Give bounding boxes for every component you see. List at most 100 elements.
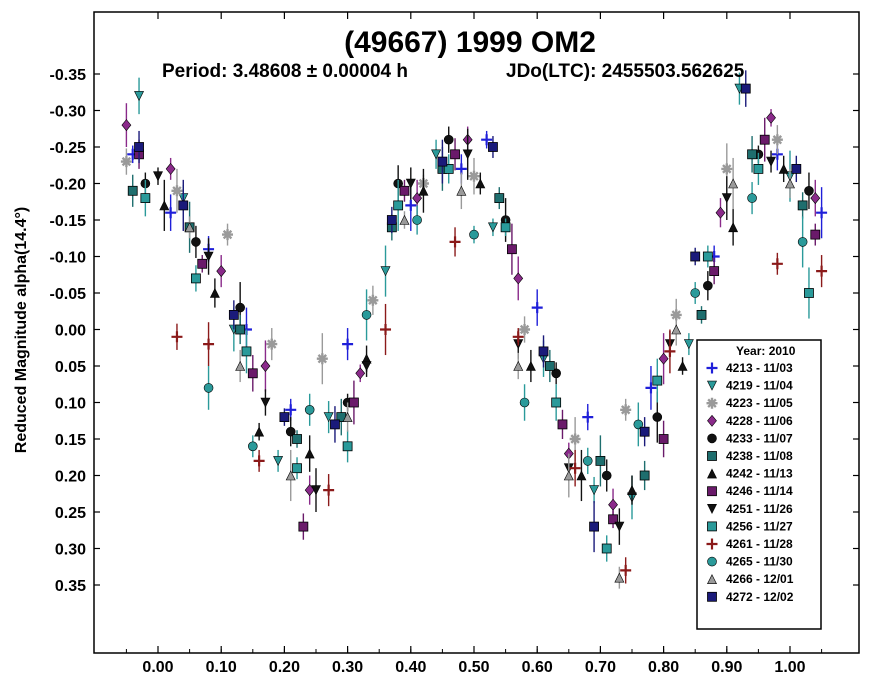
legend-marker [706,538,718,550]
data-point [512,331,524,343]
data-point [519,324,531,335]
data-point [134,91,145,102]
data-point [342,411,353,422]
data-point [285,470,296,481]
legend-label: 4261 - 11/28 [726,537,793,551]
legend-label: 4266 - 12/01 [726,572,794,586]
data-point [791,163,802,174]
data-point [494,193,505,204]
legend-entries: 4213 - 11/03 4219 - 11/04 4223 - 11/05 4228… [706,361,794,604]
x-tick-label: 0.40 [395,659,426,676]
data-point [209,287,220,298]
legend-label: 4256 - 11/27 [726,519,793,533]
data-point [620,564,632,576]
data-point [285,404,297,416]
data-point [728,178,739,189]
data-point [771,134,783,146]
series-4266 [184,157,795,589]
legend-label: 4219 - 11/04 [726,379,793,393]
data-point [664,345,676,357]
y-tick-label: 0.10 [55,396,86,413]
data-point [380,266,391,277]
data-point [405,178,416,189]
data-point [462,149,473,160]
data-point [254,426,265,437]
legend-marker [707,414,717,427]
data-point [279,412,290,423]
data-point [285,426,296,437]
data-point [500,222,511,233]
data-point [690,251,701,262]
legend-label: 4238 - 11/08 [726,449,793,463]
x-tick-label: 0.70 [585,659,616,676]
y-tick-label: -0.30 [50,104,87,121]
data-point [740,83,751,94]
data-point [292,463,302,474]
data-point [715,206,726,219]
data-point [810,229,821,240]
data-point [241,346,252,357]
x-tick-label: 0.90 [711,659,742,676]
data-point [569,433,581,445]
data-point [481,134,493,146]
data-point [292,434,302,444]
legend-label: 4223 - 11/05 [726,396,793,410]
data-point [203,251,214,262]
data-point [507,244,517,255]
data-point [184,222,195,233]
data-point [766,111,776,124]
data-point [235,302,245,313]
legend-marker [707,433,717,444]
data-point [816,207,828,219]
data-point [652,375,663,386]
data-point [639,426,650,437]
legend-label: 4242 - 11/13 [726,467,793,481]
data-point [614,572,625,583]
chart-title: (49667) 1999 OM2 [344,26,596,59]
data-point [393,200,404,211]
legend-marker [707,521,717,532]
y-tick-label: -0.25 [50,140,87,157]
legend-marker [706,397,718,409]
plot-frame [93,11,860,654]
data-point [620,404,632,416]
legend-marker [707,468,717,479]
legend-marker [707,556,717,567]
data-point [235,360,246,371]
legend-label: 4213 - 11/03 [726,361,793,375]
y-axis-label: Reduced Magnitude alpha(14.4°) [13,207,30,453]
data-point [355,367,366,380]
data-point [450,149,460,160]
series-4242 [159,155,789,505]
data-point [683,339,694,350]
data-point [266,338,278,350]
data-point [627,484,637,495]
data-point [159,200,170,211]
data-point [260,397,271,408]
data-point [816,265,828,277]
data-point [759,134,770,145]
data-point [513,272,524,285]
x-tick-label: 0.60 [522,659,553,676]
data-point [488,142,498,152]
data-point [608,514,618,525]
data-point [601,470,612,481]
x-tick-label: 0.10 [206,659,237,676]
data-point [127,185,138,196]
data-point [785,178,795,189]
legend-marker [707,591,717,602]
legend-marker [706,362,718,374]
data-point [721,193,732,204]
x-tick-label: 0.20 [269,659,300,676]
y-tick-label: 0.25 [55,505,86,522]
x-tick-label: 0.00 [142,659,173,676]
y-tick-label: -0.15 [50,213,87,230]
data-point [222,229,234,241]
data-point [747,193,757,203]
data-point [191,237,201,247]
data-point [614,521,625,532]
series-4265 [203,182,808,475]
data-point [197,258,208,269]
data-point [601,543,612,554]
